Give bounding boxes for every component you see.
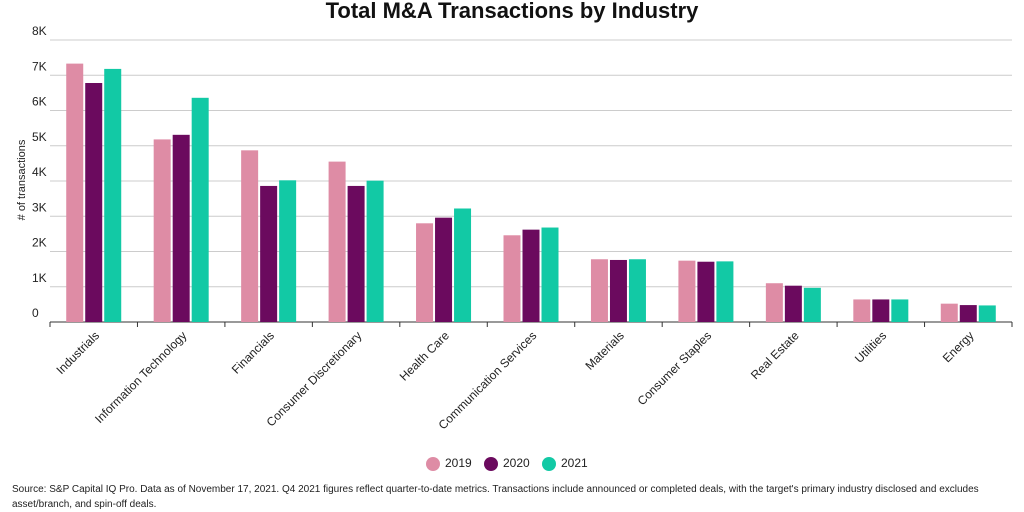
bar	[153, 139, 171, 322]
source-note: Source: S&P Capital IQ Pro. Data as of N…	[12, 484, 979, 510]
y-tick-label: 0	[32, 306, 39, 320]
bar	[454, 208, 472, 322]
x-tick-label: Information Technology	[92, 328, 189, 425]
legend-swatch	[484, 457, 498, 471]
bar	[260, 185, 278, 322]
legend-label: 2021	[561, 456, 588, 470]
y-tick-label: 3K	[32, 200, 47, 214]
bar	[347, 185, 365, 322]
bar	[435, 217, 453, 322]
legend-swatch	[542, 457, 556, 471]
bar	[853, 299, 871, 322]
bar	[803, 287, 821, 322]
bar	[522, 229, 540, 322]
bar	[241, 150, 259, 322]
bar	[978, 305, 996, 322]
bar	[697, 261, 715, 322]
bar	[85, 83, 103, 322]
y-tick-label: 7K	[32, 59, 47, 73]
bar	[104, 68, 122, 322]
bar	[959, 305, 977, 322]
bar	[191, 97, 209, 322]
bar	[891, 299, 909, 322]
bar	[609, 259, 627, 322]
x-tick-label: Utilities	[852, 328, 889, 365]
x-tick-label: Real Estate	[748, 328, 802, 382]
bar	[678, 260, 696, 322]
bar	[590, 259, 608, 322]
bar	[503, 235, 521, 322]
x-tick-label: Industrials	[54, 328, 103, 377]
bar	[872, 299, 890, 322]
x-tick-label: Communication Services	[436, 328, 540, 432]
x-tick-label: Financials	[229, 328, 277, 376]
bar	[279, 180, 297, 322]
chart: Total M&A Transactions by Industry # of …	[16, 0, 1013, 471]
y-tick-label: 2K	[32, 236, 47, 250]
x-tick-label: Consumer Staples	[635, 328, 715, 408]
bar	[940, 303, 958, 322]
bar	[765, 283, 783, 322]
x-tick-label: Energy	[940, 328, 977, 365]
bar	[328, 161, 346, 322]
legend-label: 2019	[445, 456, 472, 470]
bar	[416, 223, 434, 322]
bar	[366, 180, 384, 322]
y-tick-label: 4K	[32, 165, 47, 179]
bar	[716, 261, 734, 322]
y-tick-label: 1K	[32, 271, 47, 285]
y-axis-label: # of transactions	[16, 139, 28, 220]
x-tick-label: Health Care	[397, 328, 452, 383]
bar	[541, 227, 559, 322]
bar	[628, 259, 646, 322]
bar	[784, 285, 802, 322]
bar	[66, 63, 84, 323]
x-tick-label: Consumer Discretionary	[264, 328, 365, 429]
legend-swatch	[426, 457, 440, 471]
chart-title: Total M&A Transactions by Industry	[326, 0, 700, 23]
legend-label: 2020	[503, 456, 530, 470]
y-tick-label: 8K	[32, 24, 47, 38]
x-tick-label: Materials	[582, 328, 626, 372]
bar	[172, 134, 190, 322]
y-tick-label: 5K	[32, 130, 47, 144]
y-tick-label: 6K	[32, 95, 47, 109]
